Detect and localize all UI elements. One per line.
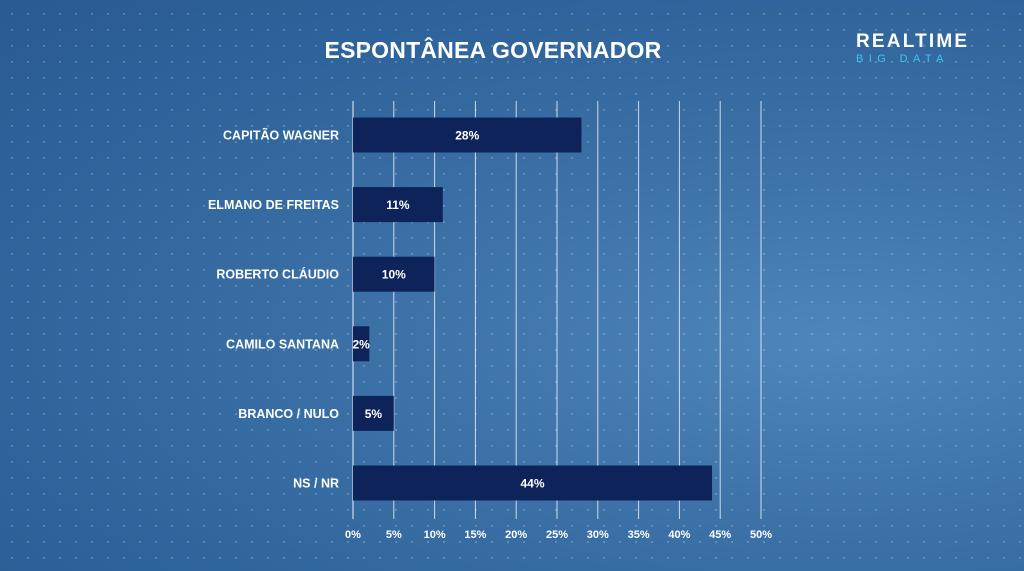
- realtime-bigdata-logo: REALTIME BIG DATA: [856, 31, 970, 66]
- bar-capitao-wagner: [353, 117, 582, 153]
- category-labels: CAPITÃO WAGNER ELMANO DE FREITAS ROBERTO C…: [208, 128, 339, 491]
- x-tick-label-0: 0%: [345, 529, 361, 541]
- bar-ns-nr: [353, 465, 713, 501]
- bar-value-label-ns-nr: 44%: [521, 477, 545, 491]
- bar-value-label-capitao-wagner: 28%: [455, 129, 479, 143]
- bar-roberto-claudio: [353, 256, 435, 292]
- category-label-capitao-wagner: CAPITÃO WAGNER: [223, 128, 339, 143]
- x-tick-label-20: 20%: [505, 529, 527, 541]
- category-label-elmano-de-freitas: ELMANO DE FREITAS: [208, 198, 339, 212]
- bar-elmano-de-freitas: [353, 187, 443, 223]
- bar-branco-nulo: [353, 395, 394, 431]
- bar-value-label-roberto-claudio: 10%: [382, 268, 406, 282]
- x-tick-label-5: 5%: [386, 529, 402, 541]
- bar-camilo-santana: [353, 326, 370, 362]
- x-tick-label-50: 50%: [750, 529, 772, 541]
- bar-value-label-branco-nulo: 5%: [365, 407, 383, 421]
- category-label-branco-nulo: BRANCO / NULO: [238, 407, 339, 421]
- logo-main-text: REALTIME: [856, 31, 970, 52]
- x-tick-label-40: 40%: [668, 529, 690, 541]
- bars: 28% 11% 10% 2% 5% 44%: [352, 117, 713, 501]
- x-tick-label-25: 25%: [546, 529, 568, 541]
- x-tick-label-35: 35%: [628, 529, 650, 541]
- x-tick-labels: 0% 5% 10% 15% 20% 25% 30% 35% 40% 45% 50%: [345, 529, 772, 541]
- x-tick-label-10: 10%: [424, 529, 446, 541]
- bar-value-label-camilo-santana: 2%: [352, 337, 370, 351]
- bar-value-label-elmano-de-freitas: 11%: [386, 198, 410, 212]
- x-tick-label-30: 30%: [587, 529, 609, 541]
- category-label-camilo-santana: CAMILO SANTANA: [226, 337, 339, 351]
- category-label-roberto-claudio: ROBERTO CLÁUDIO: [216, 267, 339, 282]
- category-label-ns-nr: NS / NR: [293, 477, 339, 491]
- grid-lines: [352, 101, 762, 519]
- logo-sub-text: BIG DATA: [856, 53, 949, 65]
- x-tick-label-45: 45%: [709, 529, 731, 541]
- chart-title: ESPONTÂNEA GOVERNADOR: [324, 37, 662, 63]
- x-tick-label-15: 15%: [464, 529, 486, 541]
